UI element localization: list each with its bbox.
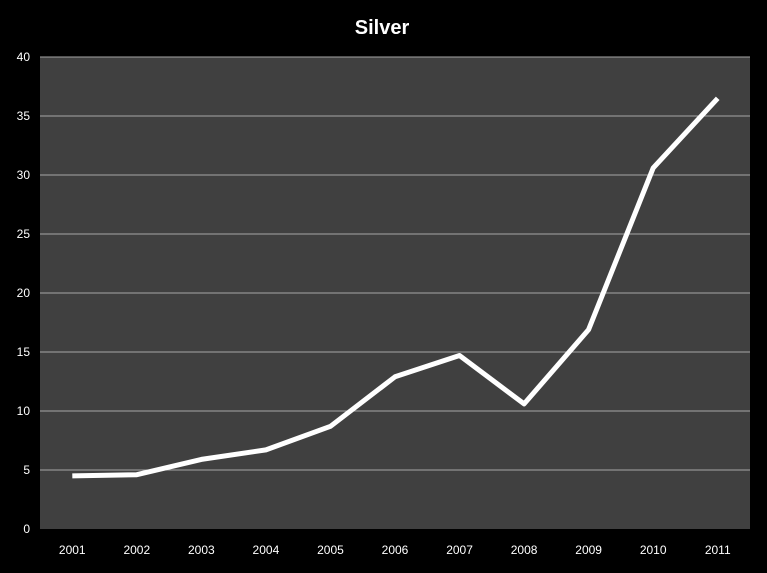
x-tick-label: 2002 (123, 543, 150, 557)
x-tick-label: 2006 (382, 543, 409, 557)
x-tick-label: 2010 (640, 543, 667, 557)
series-line (72, 96, 720, 479)
x-tick-label: 2004 (253, 543, 280, 557)
y-tick-label: 0 (23, 522, 30, 536)
y-tick-label: 5 (23, 463, 30, 477)
series-layer (72, 96, 720, 479)
y-tick-label: 30 (17, 168, 31, 182)
y-tick-label: 20 (17, 286, 31, 300)
y-tick-label: 15 (17, 345, 31, 359)
x-tick-label: 2007 (446, 543, 473, 557)
x-tick-label: 2003 (188, 543, 215, 557)
x-tick-label: 2001 (59, 543, 86, 557)
chart-title: Silver (355, 17, 410, 39)
x-tick-label: 2008 (511, 543, 538, 557)
y-tick-label: 10 (17, 404, 31, 418)
x-tick-label: 2009 (575, 543, 602, 557)
x-tick-label: 2005 (317, 543, 344, 557)
y-tick-label: 40 (17, 50, 31, 64)
y-tick-label: 35 (17, 109, 31, 123)
y-axis-tick-labels: 0 5 10 15 20 25 30 35 40 (17, 50, 31, 536)
y-tick-label: 25 (17, 227, 31, 241)
x-tick-label: 2011 (705, 543, 731, 557)
x-axis-tick-labels: 2001 2002 2003 2004 2005 2006 2007 2008 2009 2010… (59, 543, 731, 557)
